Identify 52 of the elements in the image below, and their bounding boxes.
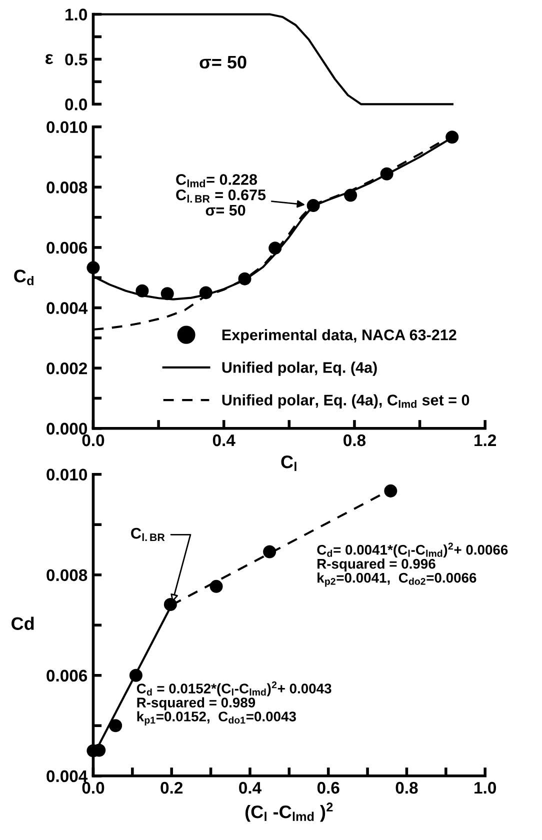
point <box>344 188 358 202</box>
x-axis-title: C$_{l}$ <box>281 455 296 471</box>
y-tick-label: 0.004 <box>46 302 88 314</box>
legend-label: Unified polar, Eq. (4a) <box>222 362 377 376</box>
text: C$_{d}$ = 0.0152*(C$_{l}$-C$_{lmd}$)$^{2}$+ 0.0043 R-squared = 0.989 k$_{p1}$=0.0152, C$_{do1}$=0.0043 <box>136 681 332 726</box>
y-tick-label: 0.0 <box>65 98 87 110</box>
point <box>86 261 100 274</box>
point <box>109 719 122 732</box>
x-tick-label: 1.2 <box>474 434 496 446</box>
x-tick-label: 0.0 <box>82 782 104 794</box>
point <box>129 668 142 682</box>
x-tick-label: 0.2 <box>160 782 183 794</box>
y-tick-label: 0.010 <box>46 468 87 481</box>
x-tick-label: 0.8 <box>344 434 366 446</box>
y-tick-label: 0.008 <box>46 182 88 194</box>
point <box>160 287 174 300</box>
point <box>238 272 252 286</box>
text: C$_{lmd}$= 0.228 C$_{l.BR}$ = 0.675 σ= 50 <box>176 174 266 216</box>
y-axis-title: C$_{d}$ <box>14 270 34 286</box>
y-tick-label: 0.002 <box>46 362 88 374</box>
text: C$_{d}$= 0.0041*(C$_{l}$-C$_{lmd}$)$^{2}$+ 0.0066 R-squared = 0.996 k$_{p2}$=0.0041, C$_{do2}$=0.0066 <box>317 542 508 587</box>
point <box>384 484 398 498</box>
x-tick-label: 0.0 <box>82 434 104 446</box>
y-axis-title: Cd <box>12 616 34 630</box>
x-tick-label: 0.4 <box>212 434 236 446</box>
legend-label: Unified polar, Eq. (4a), C$_{lmd}$ set = 0 <box>222 394 470 408</box>
annotation: C$_{l.BR}$ <box>131 528 165 542</box>
point <box>263 545 276 558</box>
x-tick-label: 0.4 <box>239 782 262 794</box>
x-axis-title: (C$_{l}$ -C$_{lmd}$ )$^{2}$ <box>245 802 333 822</box>
point <box>199 286 212 300</box>
point <box>306 199 320 212</box>
y-tick-label: 1.0 <box>66 8 87 20</box>
legend-label: Experimental data, NACA 63-212 <box>222 329 456 344</box>
point <box>136 284 149 298</box>
y-tick-label: 0.006 <box>46 670 88 682</box>
y-tick-label: 0.5 <box>65 54 88 66</box>
annotation: σ= 50 <box>200 56 246 69</box>
point <box>446 130 459 144</box>
y-tick-label: 0.000 <box>46 422 87 435</box>
point <box>268 242 282 255</box>
y-tick-label: 0.010 <box>46 121 87 134</box>
point <box>380 167 394 180</box>
x-tick-label: 0.6 <box>317 782 340 794</box>
y-tick-label: 0.006 <box>46 242 88 254</box>
y-tick-label: 0.008 <box>46 569 88 582</box>
y-axis-title: ε <box>46 54 54 64</box>
x-tick-label: 1.0 <box>474 782 496 794</box>
point <box>164 598 177 612</box>
x-tick-label: 0.8 <box>396 782 418 794</box>
point <box>210 580 223 593</box>
y-tick-label: 0.004 <box>46 770 88 782</box>
